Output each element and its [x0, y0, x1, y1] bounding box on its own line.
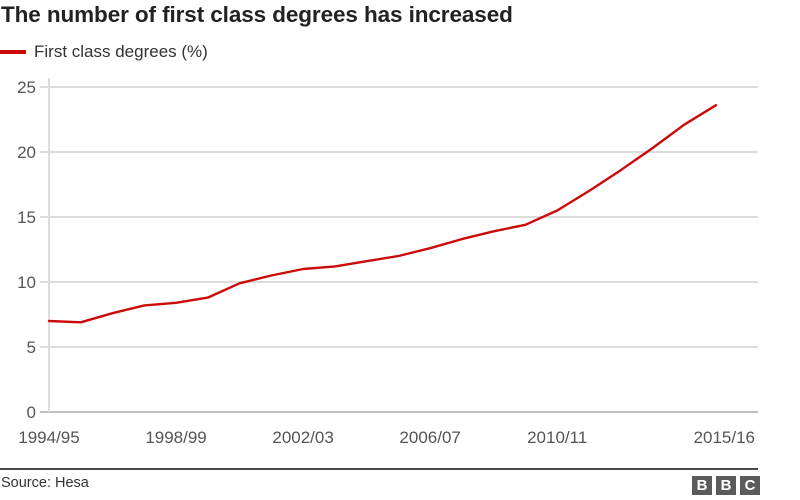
y-tick-label: 5: [27, 338, 36, 357]
y-tick-label: 25: [17, 78, 36, 97]
bbc-logo: B B C: [692, 476, 760, 495]
x-tick-label: 2002/03: [272, 428, 333, 447]
y-tick-label: 0: [27, 403, 36, 422]
y-axis: 0 5 10 15 20 25: [17, 78, 36, 422]
bbc-logo-letter: B: [716, 476, 736, 495]
chart-title: The number of first class degrees has in…: [1, 2, 513, 27]
x-axis: 1994/95 1998/99 2002/03 2006/07 2010/11 2015/…: [18, 428, 755, 447]
legend: First class degrees (%): [0, 41, 208, 63]
bbc-logo-letter: C: [740, 476, 760, 495]
source-note: Source: Hesa: [1, 475, 89, 491]
footer-divider: [0, 468, 758, 470]
x-tick-label: 1994/95: [18, 428, 79, 447]
x-tick-label: 2010/11: [527, 428, 587, 447]
x-tick-label: 1998/99: [145, 428, 206, 447]
bbc-logo-letter: B: [692, 476, 712, 495]
gridlines: [40, 78, 758, 413]
y-tick-label: 20: [17, 143, 36, 162]
legend-label: First class degrees (%): [34, 42, 208, 61]
legend-line-swatch-icon: [0, 50, 26, 54]
line-chart: 0 5 10 15 20 25 1994/95 1998/99 2002/03 2006/07 2…: [17, 78, 758, 447]
y-tick-label: 10: [17, 273, 36, 292]
x-tick-label: 2006/07: [399, 428, 460, 447]
series-line-first-class-degrees: [47, 103, 718, 324]
y-tick-label: 15: [17, 208, 36, 227]
x-tick-label: 2015/16: [694, 428, 755, 447]
